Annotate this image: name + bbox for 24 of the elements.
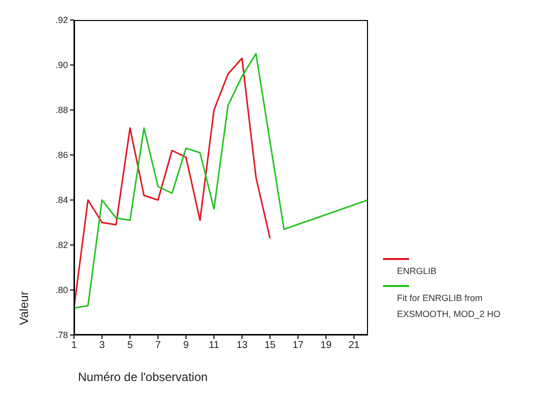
y-tick-label: .82 [55, 240, 68, 250]
x-tick-label: 7 [155, 340, 162, 352]
x-tick-label: 15 [264, 340, 276, 352]
line-series [74, 53, 368, 309]
x-tick-label: 17 [292, 340, 304, 352]
x-tick-label: 19 [320, 340, 332, 352]
x-tick-label: 1 [71, 340, 78, 352]
x-tick-label: 21 [348, 340, 360, 352]
x-axis-title: Numéro de l'observation [78, 370, 208, 384]
y-tick-label: .90 [55, 60, 68, 70]
x-tick-label: 3 [99, 340, 106, 352]
y-tick-label: .78 [55, 330, 68, 340]
y-tick-label: .80 [55, 285, 68, 296]
x-tick-label: 11 [208, 340, 220, 352]
y-tick-label: .84 [55, 195, 68, 206]
legend-label: ENRGLIB [396, 265, 438, 278]
y-tick-label: .92 [55, 15, 68, 26]
legend-label: Fit for ENRGLIB from EXSMOOTH, MOD_2 HO [396, 292, 502, 321]
x-tick-label: 13 [236, 340, 248, 352]
y-tick-label: .86 [55, 150, 68, 160]
y-tick-label: .88 [55, 105, 68, 116]
x-tick-label: 5 [127, 340, 134, 352]
y-axis-title: Valeur [17, 291, 31, 325]
x-tick-label: 9 [183, 340, 190, 352]
